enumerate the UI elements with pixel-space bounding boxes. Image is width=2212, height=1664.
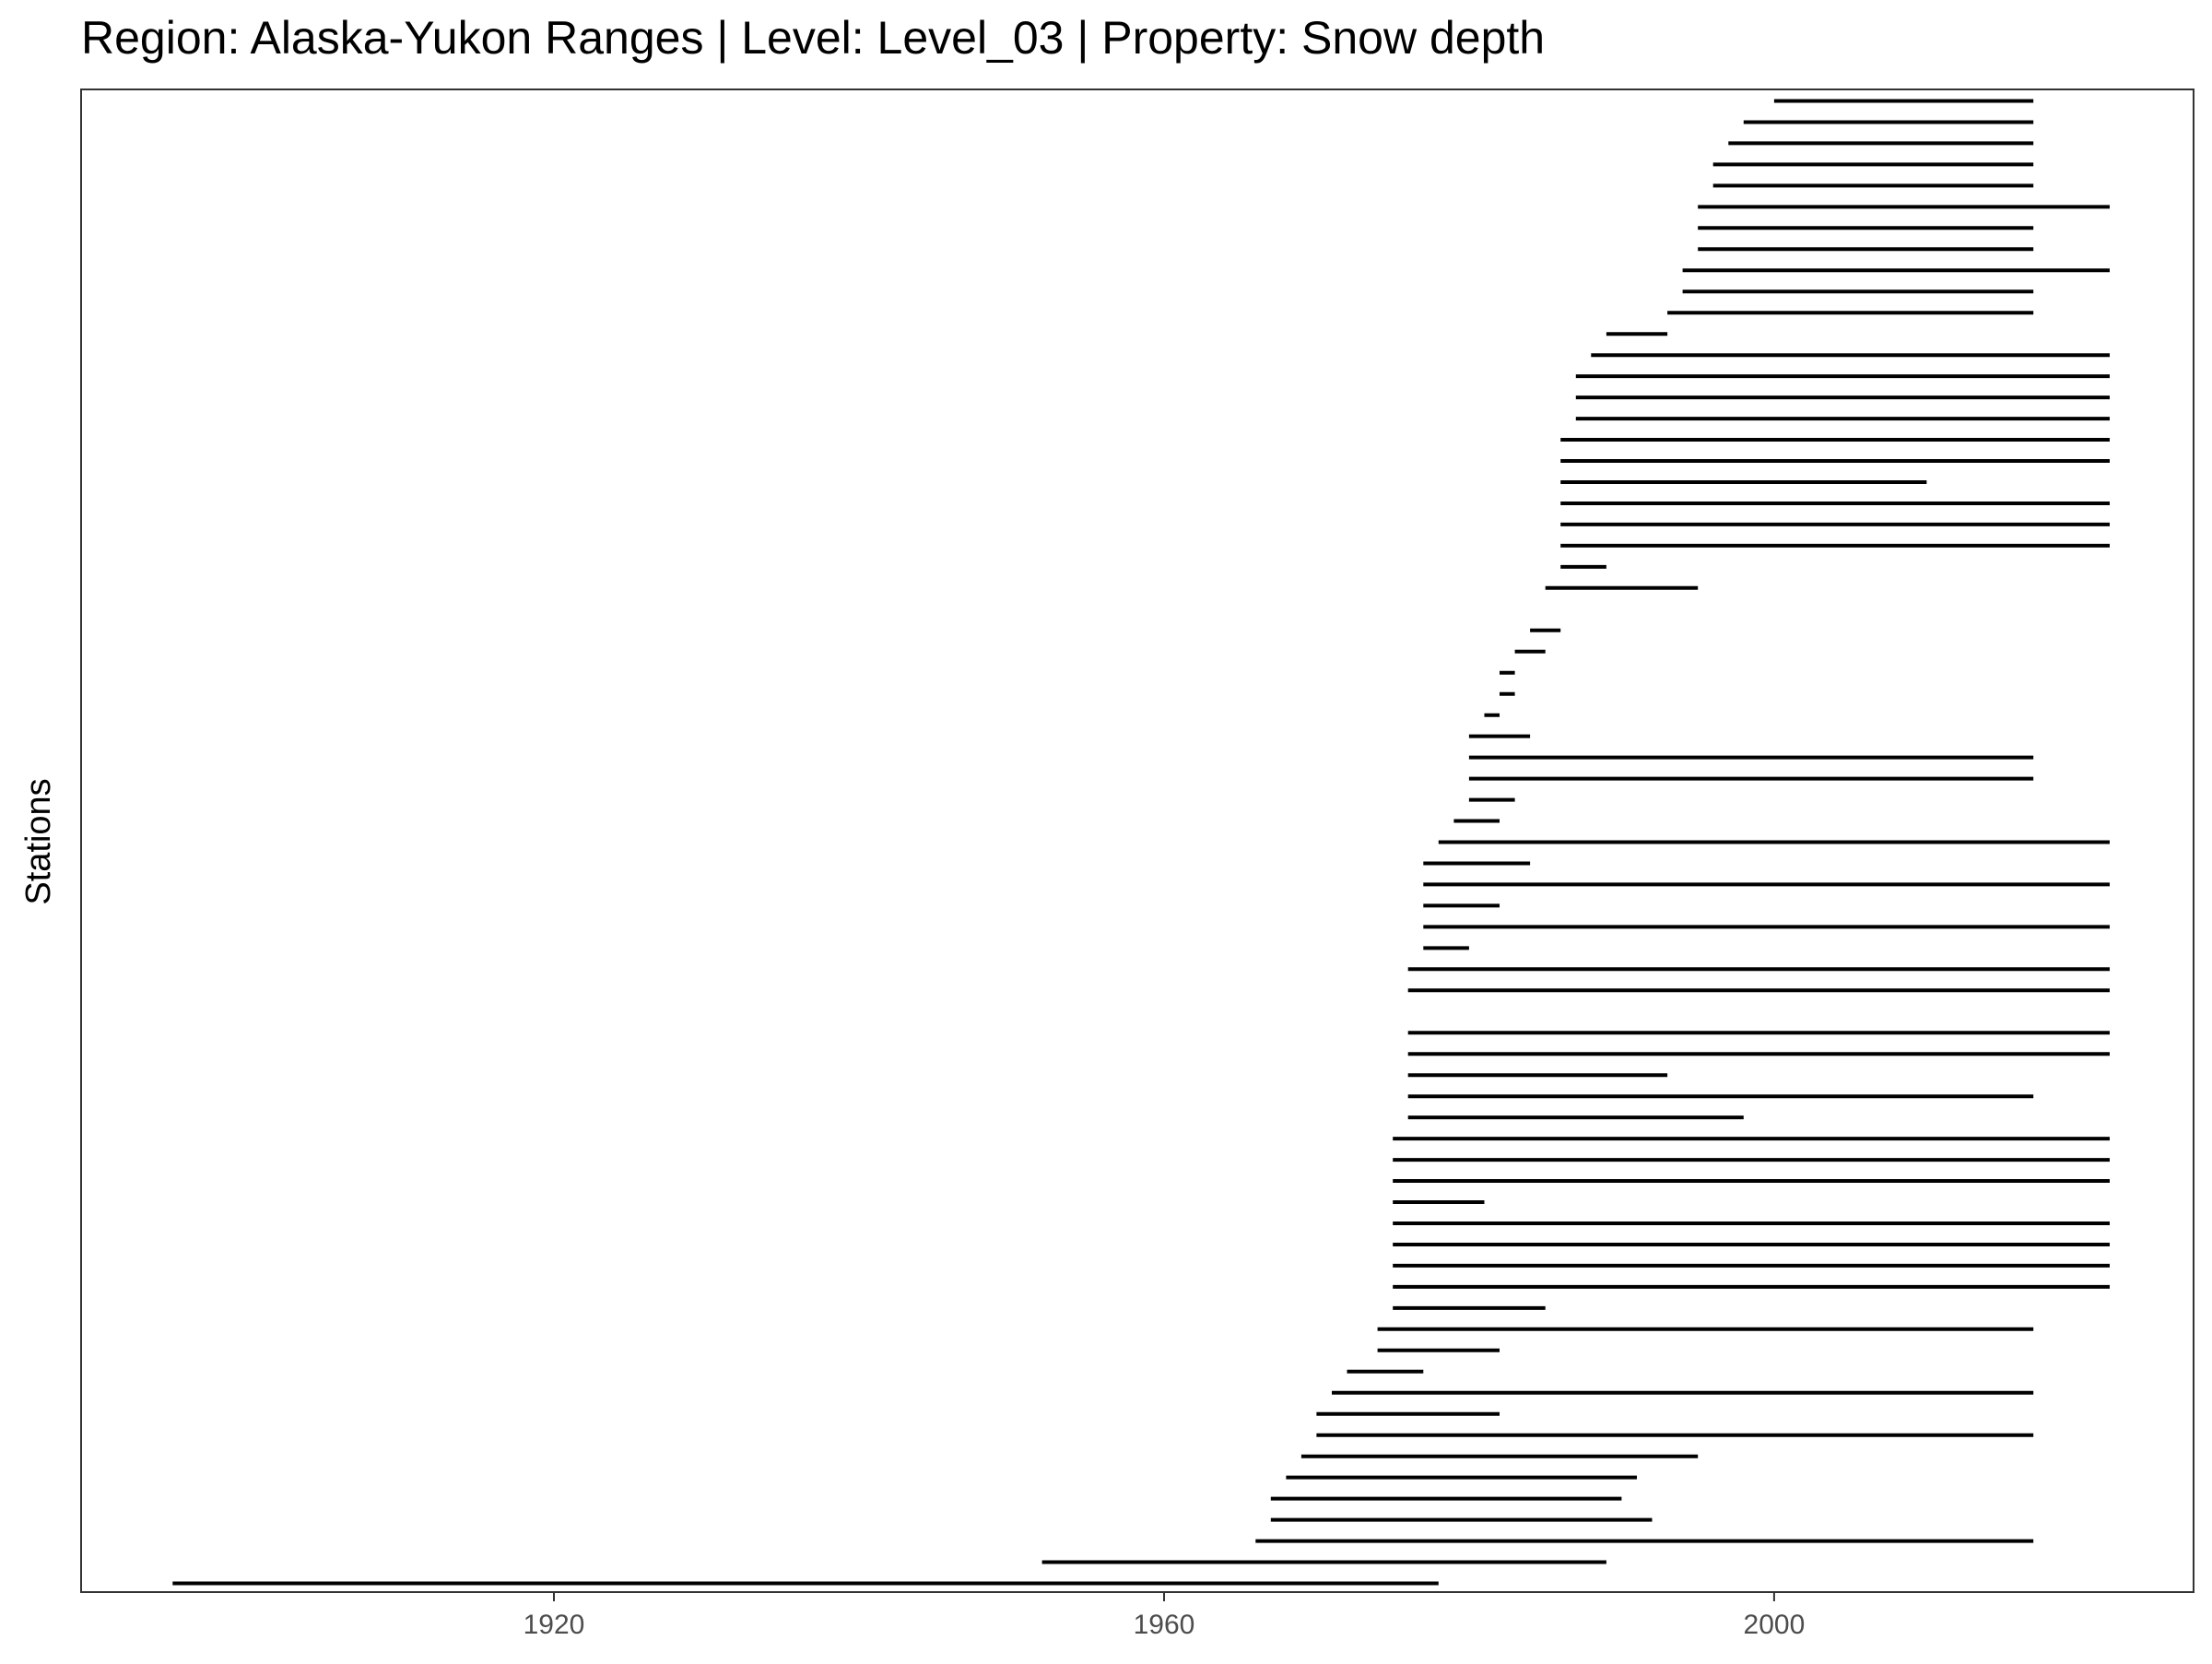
y-axis-label: Stations	[19, 778, 58, 904]
x-axis-tick-label: 2000	[1744, 1610, 1806, 1640]
x-axis: 1920 1960 2000	[524, 1592, 1806, 1640]
x-axis-tick-label: 1920	[524, 1610, 585, 1640]
chart-title: Region: Alaska-Yukon Ranges | Level: Lev…	[81, 12, 1545, 64]
plot-panel-border	[80, 89, 2194, 1593]
station-record-lines	[172, 99, 2110, 1586]
x-axis-tick-label: 1960	[1134, 1610, 1195, 1640]
